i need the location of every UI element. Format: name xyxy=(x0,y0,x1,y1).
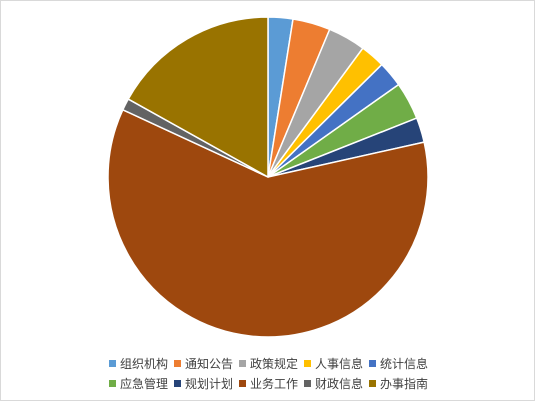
legend-item-7: 规划计划 xyxy=(173,375,233,392)
pie-slice-8 xyxy=(107,109,429,338)
legend-swatch xyxy=(173,360,181,367)
legend-row-1: 组织机构 通知公告 政策规定 人事信息 统计信息 xyxy=(1,355,535,372)
legend-swatch xyxy=(369,380,377,387)
pie-slice-10 xyxy=(127,16,269,178)
legend-swatch xyxy=(369,360,377,367)
legend-label: 规划计划 xyxy=(184,377,233,391)
legend-item-5: 统计信息 xyxy=(369,355,428,372)
legend-label: 组织机构 xyxy=(119,357,168,371)
legend-label: 财政信息 xyxy=(315,377,364,391)
legend-item-8: 业务工作 xyxy=(238,375,298,392)
legend-swatch xyxy=(108,360,116,367)
legend-label: 业务工作 xyxy=(249,377,298,391)
legend-item-6: 应急管理 xyxy=(108,375,168,392)
legend-row-2: 应急管理 规划计划 业务工作 财政信息 办事指南 xyxy=(1,375,535,392)
legend-label: 办事指南 xyxy=(380,377,429,391)
legend-swatch xyxy=(238,360,246,367)
legend-swatch xyxy=(173,380,181,387)
legend-swatch xyxy=(304,380,311,387)
legend-item-4: 人事信息 xyxy=(304,355,363,372)
legend-swatch xyxy=(108,380,116,387)
legend-item-10: 办事指南 xyxy=(369,375,428,392)
legend-label: 通知公告 xyxy=(184,357,233,371)
legend-item-9: 财政信息 xyxy=(304,375,363,392)
legend-label: 应急管理 xyxy=(119,377,168,391)
legend-item-3: 政策规定 xyxy=(238,355,298,372)
legend-item-1: 组织机构 xyxy=(108,355,168,372)
legend-label: 人事信息 xyxy=(315,357,364,371)
legend-label: 统计信息 xyxy=(380,357,429,371)
legend-swatch xyxy=(304,360,311,367)
legend-item-2: 通知公告 xyxy=(173,355,233,372)
legend-label: 政策规定 xyxy=(249,357,298,371)
legend-swatch xyxy=(238,380,246,387)
